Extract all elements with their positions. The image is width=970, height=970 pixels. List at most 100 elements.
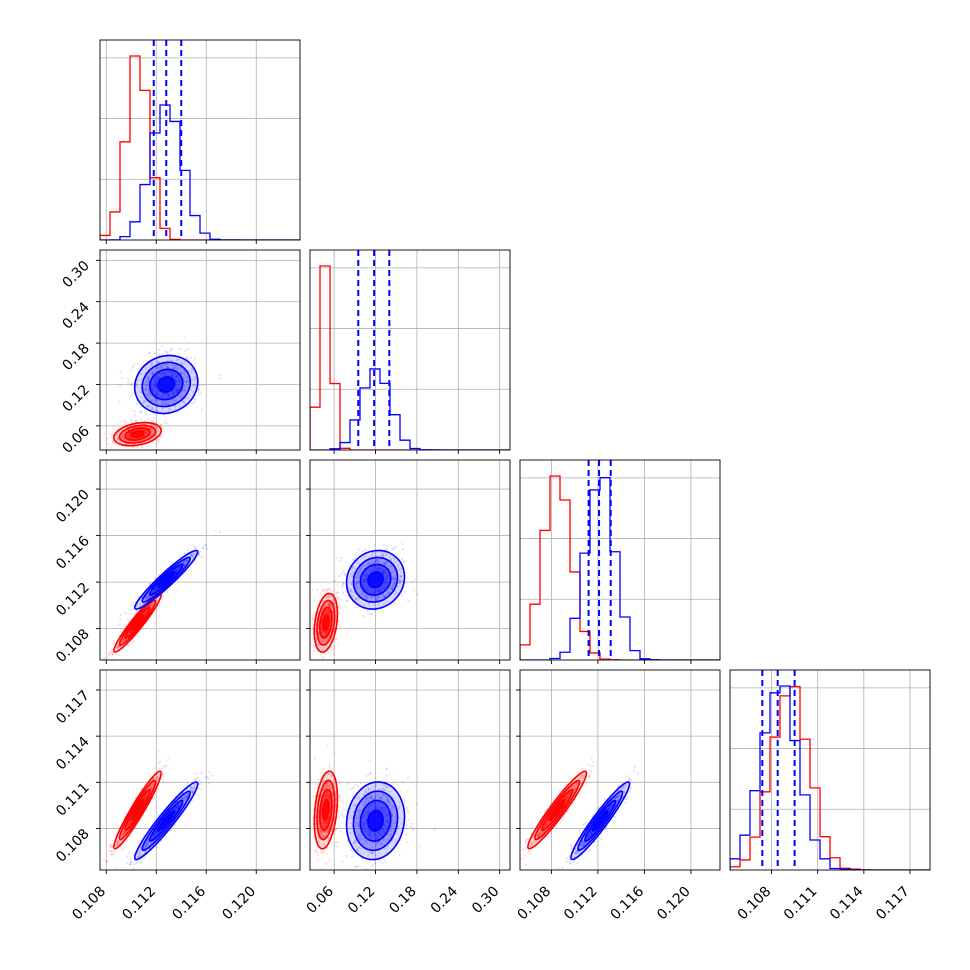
scatter-point [145, 611, 148, 614]
scatter-point [397, 565, 400, 568]
scatter-point [156, 390, 159, 393]
scatter-point [128, 435, 131, 438]
scatter-point [173, 376, 176, 379]
scatter-point [142, 400, 146, 403]
scatter-point [329, 649, 332, 652]
scatter-point [365, 572, 368, 575]
scatter-point [129, 821, 132, 825]
scatter-point [333, 580, 337, 583]
scatter-point [342, 582, 345, 586]
scatter-point [153, 776, 156, 780]
scatter-point [364, 595, 367, 598]
scatter-point [160, 366, 163, 370]
scatter-point [151, 406, 154, 409]
scatter-point [351, 558, 354, 562]
scatter-point [332, 601, 336, 604]
scatter-point [387, 573, 390, 576]
scatter-point [317, 633, 321, 637]
scatter-point [350, 568, 353, 571]
scatter-point [383, 570, 386, 573]
scatter-point [177, 566, 180, 569]
scatter-point [176, 373, 179, 377]
scatter-point [377, 566, 380, 569]
scatter-point [118, 440, 122, 443]
scatter-point [157, 605, 160, 608]
scatter-point [135, 420, 138, 423]
scatter-point [185, 559, 188, 562]
scatter-point [328, 595, 331, 599]
scatter-point [138, 609, 142, 612]
scatter-point [192, 375, 195, 378]
scatter-point [334, 638, 337, 641]
scatter-point [147, 394, 150, 397]
scatter-point [182, 562, 185, 565]
scatter-point [172, 372, 175, 375]
scatter-point [362, 586, 366, 589]
scatter-point [118, 400, 121, 403]
scatter-point [111, 844, 114, 847]
scatter-point [364, 548, 367, 551]
scatter-point [316, 643, 319, 646]
scatter-point [152, 386, 155, 389]
scatter-point [377, 567, 381, 571]
scatter-point [388, 565, 391, 568]
grid [100, 40, 300, 240]
scatter-point [148, 403, 151, 407]
scatter-point [185, 380, 188, 384]
scatter-point [153, 381, 156, 384]
scatter-point [354, 553, 357, 557]
scatter-point [183, 349, 186, 353]
scatter-point [148, 604, 152, 607]
scatter-point [110, 846, 113, 849]
scatter-point [197, 388, 200, 391]
scatter-point [119, 618, 122, 621]
scatter-point [175, 375, 178, 379]
scatter-point [127, 435, 130, 438]
scatter-point [317, 644, 320, 647]
scatter-point [155, 426, 159, 429]
scatter-point [158, 354, 161, 357]
scatter-point [167, 394, 170, 397]
scatter-point [354, 597, 358, 600]
scatter-point [380, 571, 383, 574]
scatter-point [193, 377, 196, 380]
scatter-point [372, 591, 375, 594]
scatter-point [187, 548, 190, 551]
scatter-point [152, 391, 155, 394]
scatter-point [143, 796, 146, 799]
scatter-point [139, 389, 143, 392]
scatter-point [150, 432, 153, 435]
scatter-point [128, 630, 131, 633]
scatter-point [154, 368, 157, 371]
scatter-point [326, 595, 329, 598]
scatter-point [145, 444, 148, 447]
scatter-point [398, 581, 401, 585]
scatter-point [386, 564, 389, 567]
scatter-point [152, 797, 156, 800]
scatter-point [318, 636, 321, 639]
scatter-point [156, 393, 160, 396]
scatter-point [372, 603, 375, 606]
scatter-point [194, 361, 197, 364]
scatter-point [336, 597, 339, 600]
scatter-point [335, 595, 338, 599]
scatter-point [377, 589, 380, 592]
scatter-point [122, 435, 125, 438]
scatter-point [315, 639, 318, 642]
scatter-point [152, 590, 155, 593]
scatter-point [400, 580, 403, 583]
scatter-point [193, 400, 196, 403]
scatter-point [160, 424, 163, 427]
scatter-point [320, 638, 324, 642]
scatter-point [388, 555, 391, 559]
scatter-point [326, 609, 329, 613]
scatter-point [177, 358, 180, 361]
scatter-point [173, 373, 176, 376]
scatter-point [325, 633, 328, 636]
scatter-point [357, 598, 360, 601]
scatter-point [117, 840, 120, 843]
scatter-point [356, 572, 359, 575]
scatter-point [157, 399, 160, 402]
scatter-point [123, 831, 126, 834]
scatter-point [384, 554, 387, 557]
